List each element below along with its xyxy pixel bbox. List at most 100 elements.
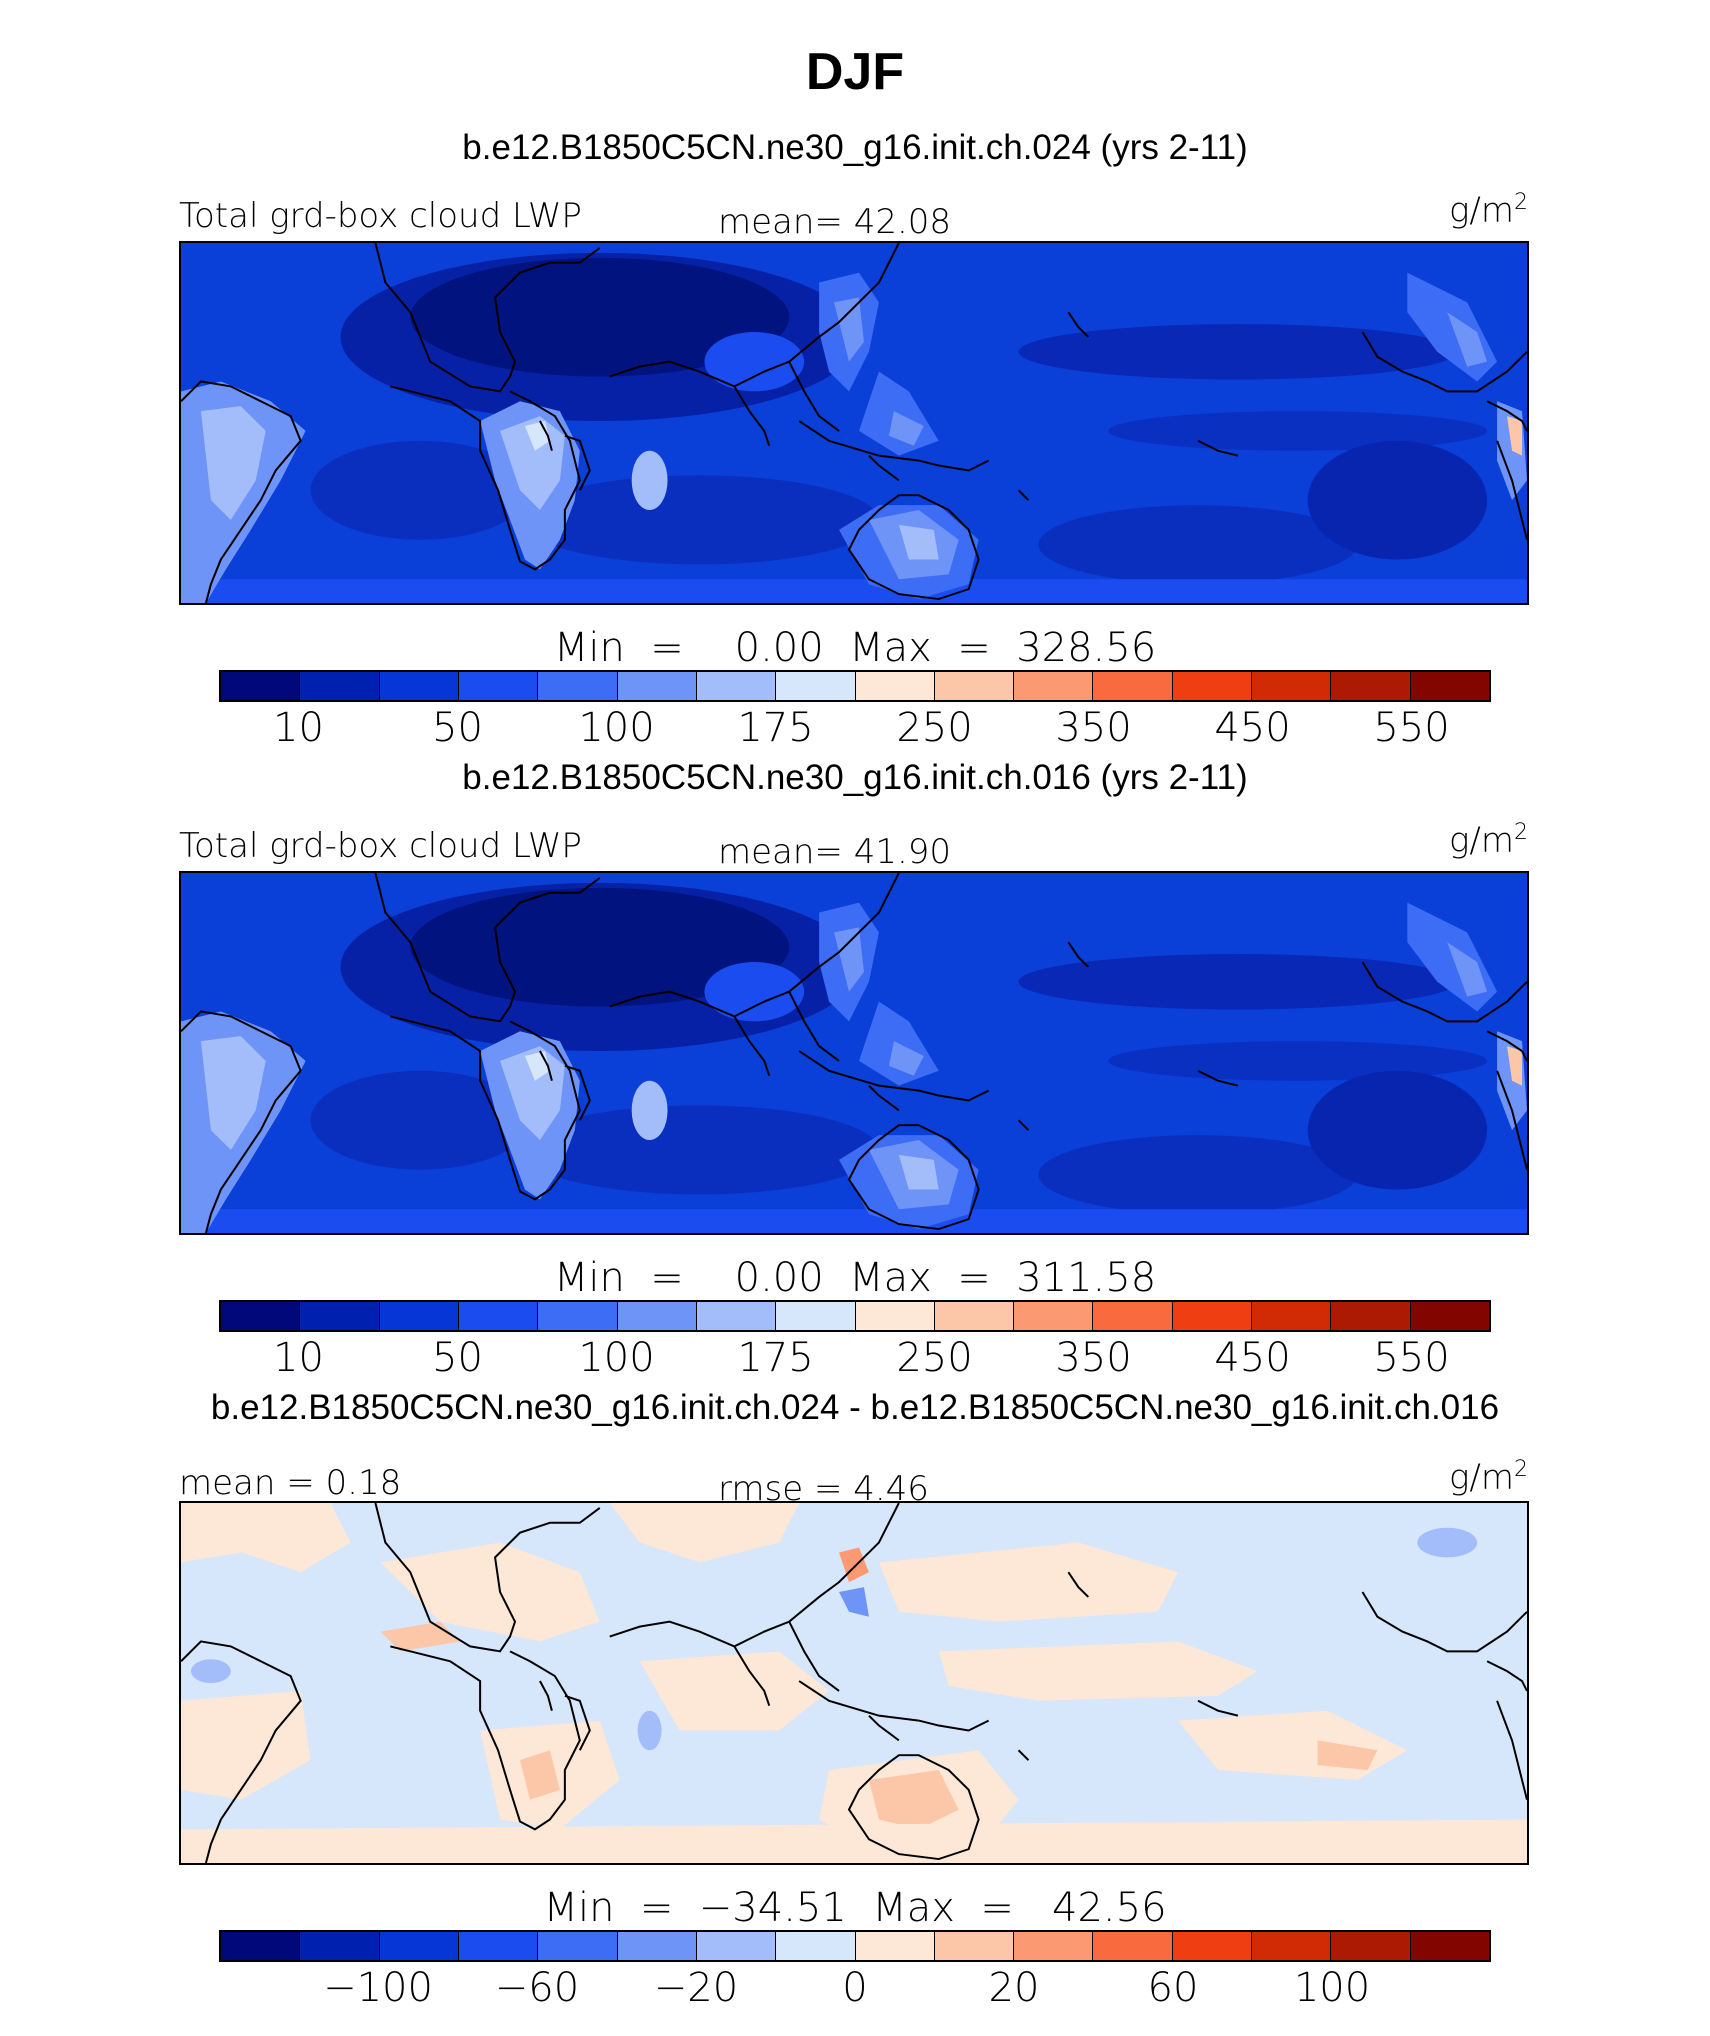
colorbar-swatch [617,672,697,700]
units-label: g/m2 [1449,820,1528,860]
colorbar-swatch [934,672,1015,700]
stat-label: mean= 42.08 [718,202,952,242]
colorbar-swatch [934,1302,1015,1330]
colorbar-swatch [379,1932,459,1960]
min-max-label: Min = 0.00 Max = 328.56 [553,625,1157,671]
units-exponent: 2 [1514,1457,1528,1482]
units-exponent: 2 [1514,820,1528,845]
colorbar-tick-label: 550 [1373,705,1450,751]
colorbar-ticks: −100 −60 −20 0 20 60 100 [219,1965,1491,2015]
colorbar-tick-label: 175 [737,705,814,751]
colorbar-swatch [696,1932,777,1960]
difference-map [179,1501,1529,1865]
colorbar-swatch [300,1932,380,1960]
units-text: g/m [1449,190,1514,231]
colorbar-swatch [1410,672,1489,700]
colorbar [219,1300,1491,1332]
colorbar-swatch [1331,672,1411,700]
colorbar-swatch [855,672,935,700]
colorbar-swatch [855,1302,935,1330]
colorbar-tick-label: 50 [432,705,483,751]
colorbar-swatch [538,672,618,700]
colorbar-swatch [458,1932,539,1960]
colorbar-swatch [221,672,301,700]
colorbar-tick-label: −20 [653,1965,739,2011]
units-label: g/m2 [1449,1457,1528,1497]
colorbar-swatch [1093,1932,1173,1960]
colorbar-swatch [379,1302,459,1330]
min-max-label: Min = −34.51 Max = 42.56 [543,1885,1167,1931]
colorbar-swatch [1252,1932,1332,1960]
colorbar-swatch [1093,672,1173,700]
colorbar-swatch [458,1302,539,1330]
colorbar-swatch [617,1932,697,1960]
colorbar-tick-label: 250 [896,1335,973,1381]
colorbar-swatch [300,672,380,700]
variable-label: mean = 0.18 [179,1463,402,1503]
colorbar-tick-label: 20 [988,1965,1040,2011]
colorbar-tick-label: 450 [1214,1335,1291,1381]
colorbar-swatch [1014,672,1094,700]
colorbar-tick-label: 100 [578,705,655,751]
colorbar-ticks: 10 50 100 175 250 350 450 550 [219,705,1491,755]
colorbar-swatch [379,672,459,700]
lwp-map [179,871,1529,1235]
case-title: b.e12.B1850C5CN.ne30_g16.init.ch.016 (yr… [462,758,1248,797]
colorbar-ticks: 10 50 100 175 250 350 450 550 [219,1335,1491,1385]
colorbar-swatch [221,1302,301,1330]
colorbar-swatch [1331,1932,1411,1960]
colorbar-swatch [776,1302,856,1330]
units-text: g/m [1449,1457,1514,1498]
stat-label: mean= 41.90 [718,832,952,872]
colorbar-swatch [1014,1932,1094,1960]
colorbar-tick-label: −100 [323,1965,433,2011]
colorbar-tick-label: 100 [1293,1965,1371,2011]
colorbar-swatch [1252,1302,1332,1330]
colorbar-tick-label: 10 [273,705,324,751]
colorbar-swatch [696,672,777,700]
colorbar-swatch [855,1932,935,1960]
colorbar-tick-label: −60 [494,1965,580,2011]
colorbar-swatch [1410,1932,1489,1960]
colorbar-swatch [1093,1302,1173,1330]
colorbar-swatch [221,1932,301,1960]
colorbar-tick-label: 50 [432,1335,483,1381]
colorbar-tick-label: 60 [1147,1965,1199,2011]
min-max-label: Min = 0.00 Max = 311.58 [553,1255,1157,1301]
units-text: g/m [1449,820,1514,861]
colorbar-swatch [696,1302,777,1330]
colorbar [219,1930,1491,1962]
colorbar-swatch [300,1302,380,1330]
colorbar-swatch [776,672,856,700]
units-exponent: 2 [1514,190,1528,215]
colorbar-swatch [1252,672,1332,700]
case-title: b.e12.B1850C5CN.ne30_g16.init.ch.024 (yr… [462,128,1248,167]
colorbar-tick-label: 350 [1055,1335,1132,1381]
colorbar-swatch [538,1932,618,1960]
colorbar-tick-label: 10 [273,1335,324,1381]
colorbar-swatch [1410,1302,1489,1330]
colorbar-swatch [776,1932,856,1960]
colorbar-swatch [1172,1932,1253,1960]
case-title: b.e12.B1850C5CN.ne30_g16.init.ch.024 - b… [210,1388,1500,1427]
colorbar-swatch [458,672,539,700]
variable-label: Total grd-box cloud LWP [179,826,582,866]
colorbar-tick-label: 250 [896,705,973,751]
colorbar-swatch [1014,1302,1094,1330]
colorbar-swatch [934,1932,1015,1960]
colorbar-swatch [538,1302,618,1330]
units-label: g/m2 [1449,190,1528,230]
colorbar-tick-label: 100 [578,1335,655,1381]
colorbar-swatch [1331,1302,1411,1330]
colorbar-tick-label: 550 [1373,1335,1450,1381]
figure-title: DJF [805,43,905,101]
colorbar-tick-label: 175 [737,1335,814,1381]
colorbar-swatch [1172,672,1253,700]
variable-label: Total grd-box cloud LWP [179,196,582,236]
colorbar [219,670,1491,702]
lwp-map [179,241,1529,605]
colorbar-tick-label: 0 [842,1965,868,2011]
colorbar-swatch [1172,1302,1253,1330]
colorbar-tick-label: 350 [1055,705,1132,751]
colorbar-swatch [617,1302,697,1330]
